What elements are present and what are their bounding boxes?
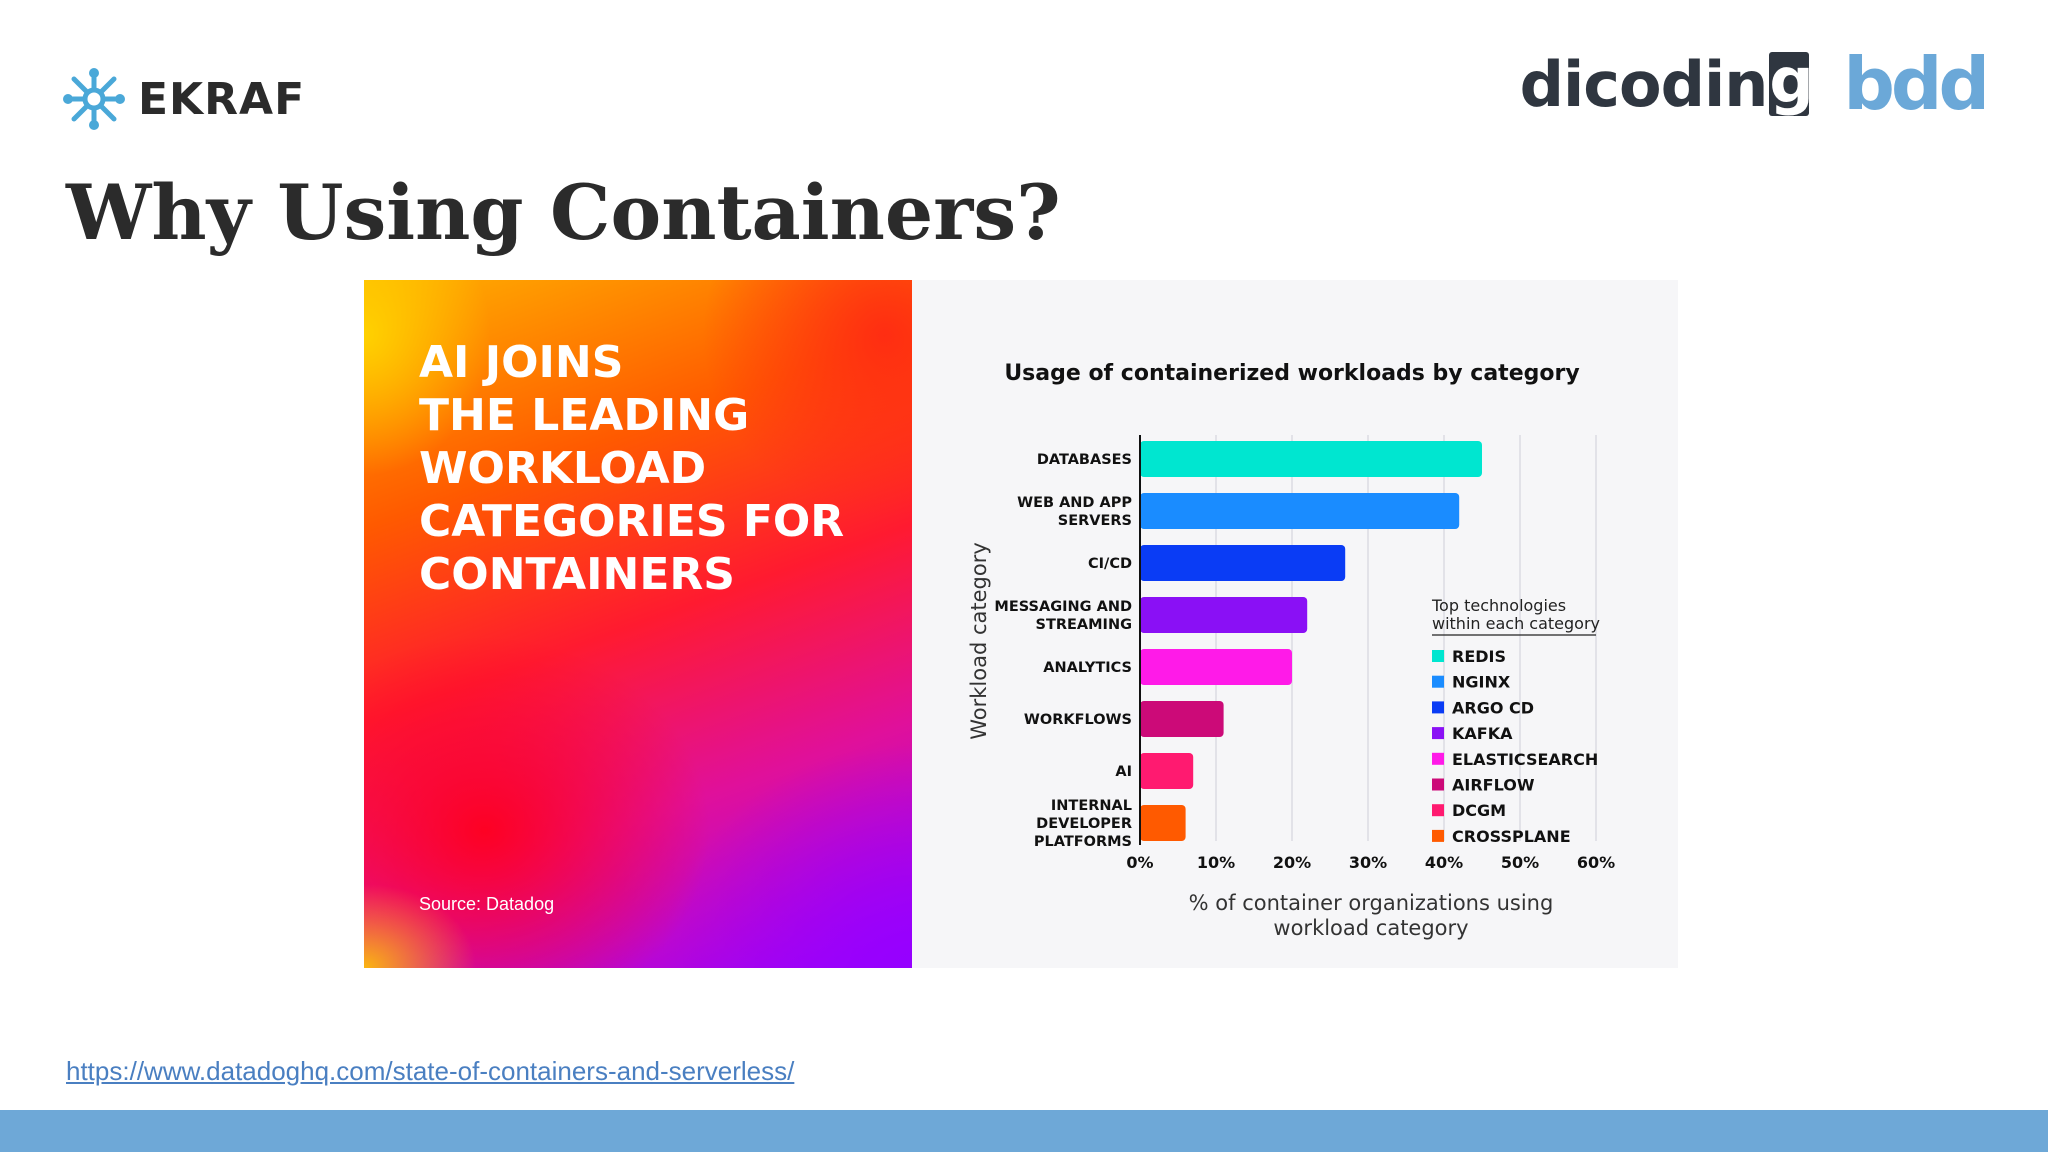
category-label: ANALYTICS (1043, 660, 1132, 676)
promo-headline-line: WORKLOAD (419, 443, 707, 494)
legend-swatch (1432, 650, 1444, 662)
x-tick-labels: 0% 10% 20% 30% 40% 50% 60% (1126, 853, 1615, 872)
bar (1140, 805, 1186, 841)
chart-title: Usage of containerized workloads by cate… (1004, 361, 1579, 386)
source-link[interactable]: https://www.datadoghq.com/state-of-conta… (66, 1056, 795, 1086)
legend-item-label: KAFKA (1452, 724, 1513, 743)
bar (1140, 597, 1308, 633)
bar (1140, 493, 1460, 529)
x-tick-label: 40% (1425, 853, 1463, 872)
bars (1140, 441, 1482, 841)
legend-swatch (1432, 701, 1444, 714)
x-axis-title: % of container organizations using worklo… (1189, 891, 1554, 940)
legend-swatch (1432, 727, 1444, 740)
infographic-figure: AI JOINS THE LEADING WORKLOAD CATEGORIES… (364, 280, 1678, 968)
x-tick-label: 10% (1197, 853, 1235, 872)
legend-swatch (1432, 778, 1444, 791)
bar (1140, 545, 1346, 581)
x-tick-label: 20% (1273, 853, 1311, 872)
bar (1140, 441, 1482, 477)
category-label: MESSAGING AND STREAMING (994, 599, 1132, 633)
promo-panel: AI JOINS THE LEADING WORKLOAD CATEGORIES… (364, 280, 912, 968)
legend-item-label: REDIS (1452, 647, 1506, 666)
x-tick-label: 30% (1349, 853, 1387, 872)
legend-item-label: ARGO CD (1452, 698, 1534, 717)
bar (1140, 701, 1224, 737)
dicoding-logo: dicodin g (1519, 44, 1814, 121)
x-tick-label: 50% (1501, 853, 1539, 872)
category-labels: DATABASES WEB AND APP SERVERS CI/CD MESSAGIN… (994, 452, 1132, 850)
legend-title: Top technologies within each category (1431, 596, 1600, 633)
legend-item-label: NGINX (1452, 673, 1511, 692)
category-label: WEB AND APP SERVERS (1017, 495, 1132, 529)
x-tick-label: 60% (1577, 853, 1615, 872)
dicoding-logo-text: dicodin (1519, 47, 1769, 121)
legend-swatch (1432, 829, 1444, 842)
dicoding-logo-badge: g (1769, 44, 1814, 117)
category-label: CI/CD (1088, 556, 1132, 572)
legend-item-label: CROSSPLANE (1452, 827, 1571, 846)
promo-headline: AI JOINS THE LEADING WORKLOAD CATEGORIES… (419, 336, 844, 601)
category-label: INTERNAL DEVELOPER PLATFORMS (1034, 798, 1132, 850)
legend: Top technologies within each category REDI… (1431, 596, 1600, 846)
ekraf-snowflake-icon (63, 68, 125, 130)
bar (1140, 649, 1292, 685)
y-axis-title: Workload category (967, 542, 991, 740)
legend-swatch (1432, 752, 1444, 765)
legend-item-label: ELASTICSEARCH (1452, 750, 1598, 769)
promo-headline-line: THE LEADING (419, 390, 750, 441)
legend-swatch (1432, 675, 1444, 688)
promo-source: Source: Datadog (419, 894, 555, 914)
ekraf-logo: EKRAF (62, 64, 305, 134)
bar (1140, 753, 1194, 789)
promo-headline-line: CONTAINERS (419, 549, 735, 600)
partner-logos: dicodin g bdd (1519, 42, 1990, 126)
x-tick-label: 0% (1126, 853, 1153, 872)
category-label: DATABASES (1037, 452, 1132, 468)
legend-item-label: AIRFLOW (1452, 776, 1535, 795)
legend-swatch (1432, 804, 1444, 817)
promo-headline-line: CATEGORIES FOR (419, 496, 845, 547)
promo-headline-line: AI JOINS (419, 337, 624, 388)
category-label: WORKFLOWS (1024, 712, 1132, 728)
ekraf-logo-text: EKRAF (138, 73, 306, 125)
legend-item-label: DCGM (1452, 801, 1506, 820)
bar-chart: Usage of containerized workloads by cate… (967, 361, 1615, 940)
footer-bar (0, 1110, 2048, 1152)
category-label: AI (1115, 764, 1132, 780)
bdd-logo: bdd (1843, 42, 1990, 126)
slide-title: Why Using Containers? (66, 168, 1061, 257)
chart-panel: Usage of containerized workloads by cate… (912, 280, 1678, 968)
